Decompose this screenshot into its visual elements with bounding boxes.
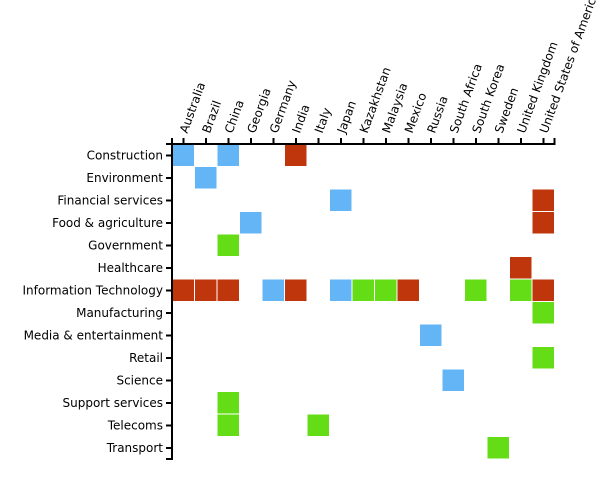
y-tick-label-manufacturing: Manufacturing	[76, 306, 163, 320]
x-tick-label-brazil: Brazil	[199, 99, 224, 135]
cell-food-and-agriculture-georgia	[239, 211, 263, 235]
cell-media-and-entertainment-russia	[419, 323, 443, 347]
cell-information-technology-china	[216, 278, 240, 302]
y-tick-label-support-services: Support services	[63, 396, 164, 410]
cell-information-technology-kazakhstan	[351, 278, 375, 302]
cell-information-technology-malaysia	[374, 278, 398, 302]
y-tick-label-healthcare: Healthcare	[98, 261, 163, 275]
cell-food-and-agriculture-united-states-of-america	[531, 211, 555, 235]
cell-construction-china	[216, 143, 240, 167]
cell-construction-india	[284, 143, 308, 167]
cell-retail-united-states-of-america	[531, 346, 555, 370]
cell-financial-services-united-states-of-america	[531, 188, 555, 212]
y-tick-label-science: Science	[116, 373, 163, 387]
cell-telecoms-china	[216, 413, 240, 437]
y-tick-label-construction: Construction	[87, 148, 163, 162]
y-tick-label-government: Government	[88, 238, 163, 252]
cell-environment-brazil	[194, 166, 218, 190]
cell-information-technology-united-states-of-america	[531, 278, 555, 302]
cell-healthcare-united-kingdom	[509, 256, 533, 280]
cell-telecoms-italy	[306, 413, 330, 437]
cell-information-technology-india	[284, 278, 308, 302]
cell-transport-sweden	[486, 436, 510, 460]
cell-information-technology-japan	[329, 278, 353, 302]
cell-science-south-africa	[441, 368, 465, 392]
cell-construction-australia	[171, 143, 195, 167]
cell-financial-services-japan	[329, 188, 353, 212]
cell-information-technology-south-korea	[464, 278, 488, 302]
cell-information-technology-germany	[261, 278, 285, 302]
cell-information-technology-australia	[171, 278, 195, 302]
cell-information-technology-united-kingdom	[509, 278, 533, 302]
cells-layer	[171, 143, 555, 460]
x-tick-label-japan: Japan	[334, 99, 359, 136]
y-tick-label-food-and-agriculture: Food & agriculture	[52, 216, 163, 230]
y-tick-label-environment: Environment	[86, 171, 163, 185]
y-tick-label-retail: Retail	[129, 351, 163, 365]
cell-government-china	[216, 233, 240, 257]
cell-support-services-china	[216, 391, 240, 415]
y-axis-line	[166, 143, 173, 460]
cell-manufacturing-united-states-of-america	[531, 301, 555, 325]
cell-information-technology-brazil	[194, 278, 218, 302]
cell-information-technology-mexico	[396, 278, 420, 302]
y-tick-label-media-and-entertainment: Media & entertainment	[24, 328, 164, 342]
y-tick-label-transport: Transport	[106, 441, 164, 455]
y-tick-label-telecoms: Telecoms	[107, 418, 163, 432]
y-tick-label-financial-services: Financial services	[57, 193, 163, 207]
x-tick-label-india: India	[289, 103, 312, 135]
x-tick-label-china: China	[222, 98, 247, 135]
x-tick-label-italy: Italy	[312, 106, 334, 135]
y-tick-label-information-technology: Information Technology	[23, 283, 164, 297]
